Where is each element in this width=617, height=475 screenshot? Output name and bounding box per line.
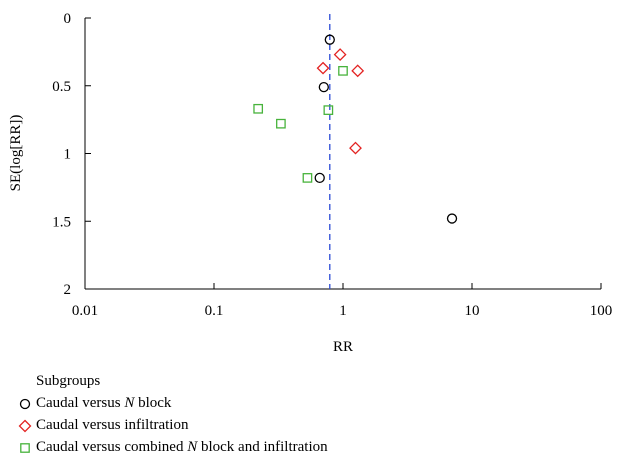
legend-items: Caudal versus N block Caudal versus infil… (14, 392, 328, 458)
square-marker-icon (14, 436, 36, 458)
x-tick-label: 0.01 (72, 303, 98, 319)
x-axis-title: RR (333, 339, 353, 355)
legend: Subgroups Caudal versus N block Caudal ve… (14, 370, 328, 458)
x-tick-label: 100 (590, 303, 613, 319)
data-point-nblock (324, 34, 335, 45)
data-point-combined (323, 105, 334, 115)
legend-symbol (18, 419, 32, 433)
data-point-infiltration (316, 61, 330, 75)
legend-item: Caudal versus infiltration (14, 414, 328, 436)
x-tick-label: 1 (339, 303, 347, 319)
legend-symbol (19, 398, 31, 410)
y-axis-title: SE(log[RR]) (8, 115, 24, 192)
data-point-infiltration (333, 48, 347, 62)
data-point-nblock (314, 172, 325, 184)
data-point-combined (302, 173, 313, 183)
x-tick-label: 10 (465, 303, 480, 319)
y-tick-label: 0.5 (52, 79, 71, 95)
y-tick-label: 1.5 (52, 214, 71, 230)
data-point-combined (338, 65, 348, 76)
legend-title: Subgroups (36, 373, 101, 389)
circle-marker-icon (14, 392, 36, 414)
ticks: 0.01 0.1 1 10 100 0 0.5 1 1.5 2 (52, 11, 612, 319)
data-point-combined (253, 103, 264, 114)
legend-symbol (20, 443, 30, 453)
data-point-infiltration (349, 141, 362, 155)
axes (84, 18, 601, 290)
legend-label: Caudal versus infiltration (36, 417, 189, 433)
y-tick-label: 1 (64, 147, 72, 163)
data-point-nblock (446, 213, 458, 224)
legend-item: Caudal versus N block (14, 392, 328, 414)
y-tick-label: 0 (64, 11, 72, 27)
legend-label: Caudal versus combined N block and infil… (36, 439, 328, 455)
data-point-combined (276, 118, 286, 129)
legend-label: Caudal versus N block (36, 395, 172, 411)
legend-item: Caudal versus combined N block and infil… (14, 436, 328, 458)
data-points (253, 34, 458, 224)
y-tick-label: 2 (64, 282, 72, 298)
data-point-nblock (318, 81, 329, 93)
diamond-marker-icon (14, 414, 36, 436)
data-point-infiltration (351, 64, 365, 78)
x-tick-label: 0.1 (205, 303, 224, 319)
